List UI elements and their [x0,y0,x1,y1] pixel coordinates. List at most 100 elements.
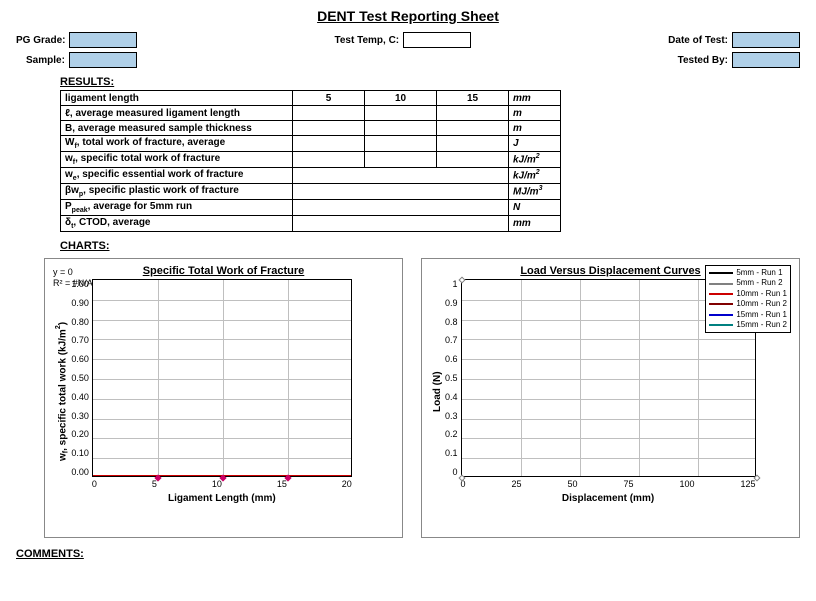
row-unit: m [509,121,561,136]
test-temp-input[interactable] [403,32,471,48]
chart2-yaxis: 10.90.80.70.60.50.40.30.20.10 [445,279,461,477]
ytick: 0.70 [71,335,89,345]
pg-grade-input[interactable] [69,32,137,48]
ytick: 1 [453,279,458,289]
ytick: 0.4 [445,392,458,402]
row-label: B, average measured sample thickness [61,121,293,136]
date-of-test-input[interactable] [732,32,800,48]
legend-item: 5mm - Run 2 [709,278,787,288]
ytick: 0.1 [445,448,458,458]
xtick: 100 [679,479,694,489]
chart1-ylabel: wf, specific total work (kJ/m2) [53,279,71,504]
row-value[interactable]: 10 [365,91,437,106]
row-label: ligament length [61,91,293,106]
legend-item: 15mm - Run 1 [709,310,787,320]
ytick: 0.8 [445,317,458,327]
chart1-xlabel: Ligament Length (mm) [92,493,352,504]
row-value[interactable] [293,184,509,200]
table-row: ligament length51015mm [61,91,561,106]
table-row: we, specific essential work of fracturek… [61,168,561,184]
row-value[interactable] [365,121,437,136]
row-value[interactable] [293,216,509,232]
row-value[interactable] [437,152,509,168]
page-title: DENT Test Reporting Sheet [16,8,800,24]
xtick: 125 [740,479,755,489]
row-value[interactable] [365,106,437,121]
ytick: 0.60 [71,354,89,364]
row-unit: MJ/m3 [509,184,561,200]
row-label: ℓ, average measured ligament length [61,106,293,121]
xtick: 50 [568,479,578,489]
row-value[interactable] [437,121,509,136]
row-value[interactable] [293,106,365,121]
ytick: 0.30 [71,411,89,421]
row-value[interactable] [365,136,437,152]
ytick: 0.7 [445,335,458,345]
row-label: Wf, total work of fracture, average [61,136,293,152]
date-of-test-label: Date of Test: [668,35,728,46]
header-left: PG Grade: Sample: [16,32,137,68]
xtick: 0 [92,479,97,489]
chart-load-vs-displacement: Load Versus Displacement Curves 5mm - Ru… [421,258,800,538]
table-row: ℓ, average measured ligament length m [61,106,561,121]
comments-heading: COMMENTS: [16,548,800,560]
legend-item: 10mm - Run 2 [709,299,787,309]
ytick: 0.90 [71,298,89,308]
header-row: PG Grade: Sample: Test Temp, C: Date of … [16,32,800,68]
row-value[interactable]: 5 [293,91,365,106]
row-unit: m [509,106,561,121]
ytick: 0.20 [71,429,89,439]
ytick: 0.00 [71,467,89,477]
row-value[interactable] [293,121,365,136]
row-label: wf, specific total work of fracture [61,152,293,168]
ytick: 0.3 [445,411,458,421]
tested-by-input[interactable] [732,52,800,68]
header-right: Date of Test: Tested By: [668,32,800,68]
ytick: 0.6 [445,354,458,364]
table-row: B, average measured sample thickness m [61,121,561,136]
row-unit: mm [509,216,561,232]
row-value[interactable] [293,168,509,184]
table-row: βwp, specific plastic work of fracture MJ… [61,184,561,200]
row-label: βwp, specific plastic work of fracture [61,184,293,200]
row-value[interactable]: 15 [437,91,509,106]
row-label: Ppeak, average for 5mm run [61,200,293,216]
header-center: Test Temp, C: [335,32,472,48]
row-value[interactable] [293,152,365,168]
row-label: δt, CTOD, average [61,216,293,232]
xtick: 25 [512,479,522,489]
ytick: 0.2 [445,429,458,439]
pg-grade-label: PG Grade: [16,35,65,46]
row-unit: kJ/m2 [509,152,561,168]
ytick: 0.80 [71,317,89,327]
chart2-xlabel: Displacement (mm) [461,493,756,504]
chart-specific-total-work: y = 0 R² = #N/A Specific Total Work of F… [44,258,403,538]
row-label: we, specific essential work of fracture [61,168,293,184]
xtick: 75 [624,479,634,489]
chart2-legend: 5mm - Run 15mm - Run 210mm - Run 110mm -… [705,265,791,333]
ytick: 0.50 [71,373,89,383]
row-value[interactable] [293,136,365,152]
table-row: Ppeak, average for 5mm runN [61,200,561,216]
ytick: 0.9 [445,298,458,308]
chart1-title: Specific Total Work of Fracture [53,265,394,277]
chart1-plot [92,279,352,477]
xtick: 15 [277,479,287,489]
charts-row: y = 0 R² = #N/A Specific Total Work of F… [44,258,800,538]
row-value[interactable] [365,152,437,168]
row-value[interactable] [437,136,509,152]
legend-item: 5mm - Run 1 [709,268,787,278]
ytick: 0.5 [445,373,458,383]
chart2-xaxis: 0255075100125 [461,479,756,489]
sample-input[interactable] [69,52,137,68]
ytick: 0.10 [71,448,89,458]
row-value[interactable] [293,200,509,216]
row-unit: J [509,136,561,152]
results-heading: RESULTS: [60,76,800,88]
ytick: 0.40 [71,392,89,402]
legend-item: 15mm - Run 2 [709,320,787,330]
xtick: 20 [342,479,352,489]
table-row: δt, CTOD, average mm [61,216,561,232]
charts-heading: CHARTS: [60,240,800,252]
row-value[interactable] [437,106,509,121]
